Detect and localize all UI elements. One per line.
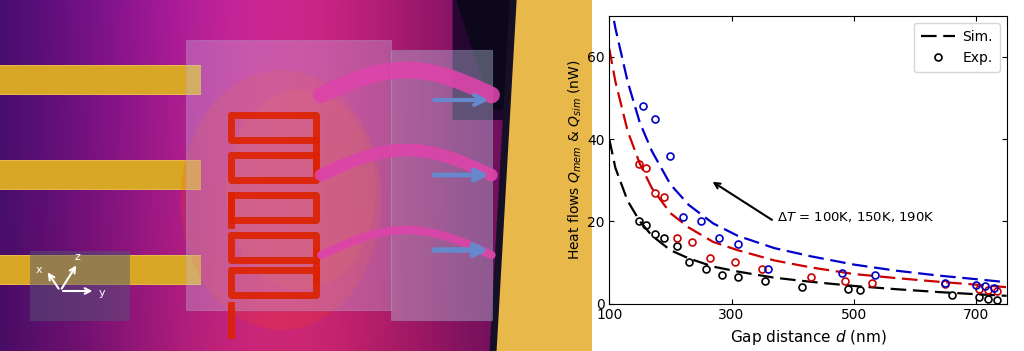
Polygon shape	[391, 50, 492, 320]
Text: z: z	[75, 252, 81, 262]
Polygon shape	[489, 0, 517, 351]
Ellipse shape	[180, 70, 381, 330]
X-axis label: Gap distance $d$ (nm): Gap distance $d$ (nm)	[729, 328, 887, 347]
Text: y: y	[98, 288, 104, 298]
Legend: Sim., Exp.: Sim., Exp.	[913, 23, 999, 72]
Text: x: x	[36, 265, 43, 275]
Polygon shape	[0, 65, 201, 95]
Polygon shape	[457, 0, 592, 110]
Polygon shape	[185, 40, 391, 310]
Polygon shape	[0, 256, 201, 284]
Ellipse shape	[225, 90, 376, 290]
Polygon shape	[492, 0, 592, 351]
Polygon shape	[0, 161, 201, 189]
Polygon shape	[0, 160, 201, 190]
Polygon shape	[0, 66, 201, 94]
Y-axis label: Heat flows $Q_{mem}$ & $Q_{sim}$ (nW): Heat flows $Q_{mem}$ & $Q_{sim}$ (nW)	[566, 59, 584, 260]
Text: $\Delta T$ = 100K, 150K, 190K: $\Delta T$ = 100K, 150K, 190K	[777, 210, 935, 224]
Bar	[30, 251, 130, 321]
Polygon shape	[0, 255, 201, 285]
